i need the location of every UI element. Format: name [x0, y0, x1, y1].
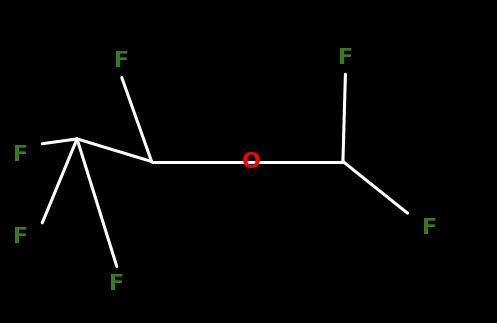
Text: F: F	[109, 274, 124, 294]
Text: F: F	[13, 227, 28, 247]
Text: F: F	[13, 145, 28, 165]
Text: F: F	[114, 51, 129, 71]
Text: F: F	[338, 48, 353, 68]
Text: F: F	[422, 218, 437, 238]
Text: O: O	[242, 151, 260, 172]
